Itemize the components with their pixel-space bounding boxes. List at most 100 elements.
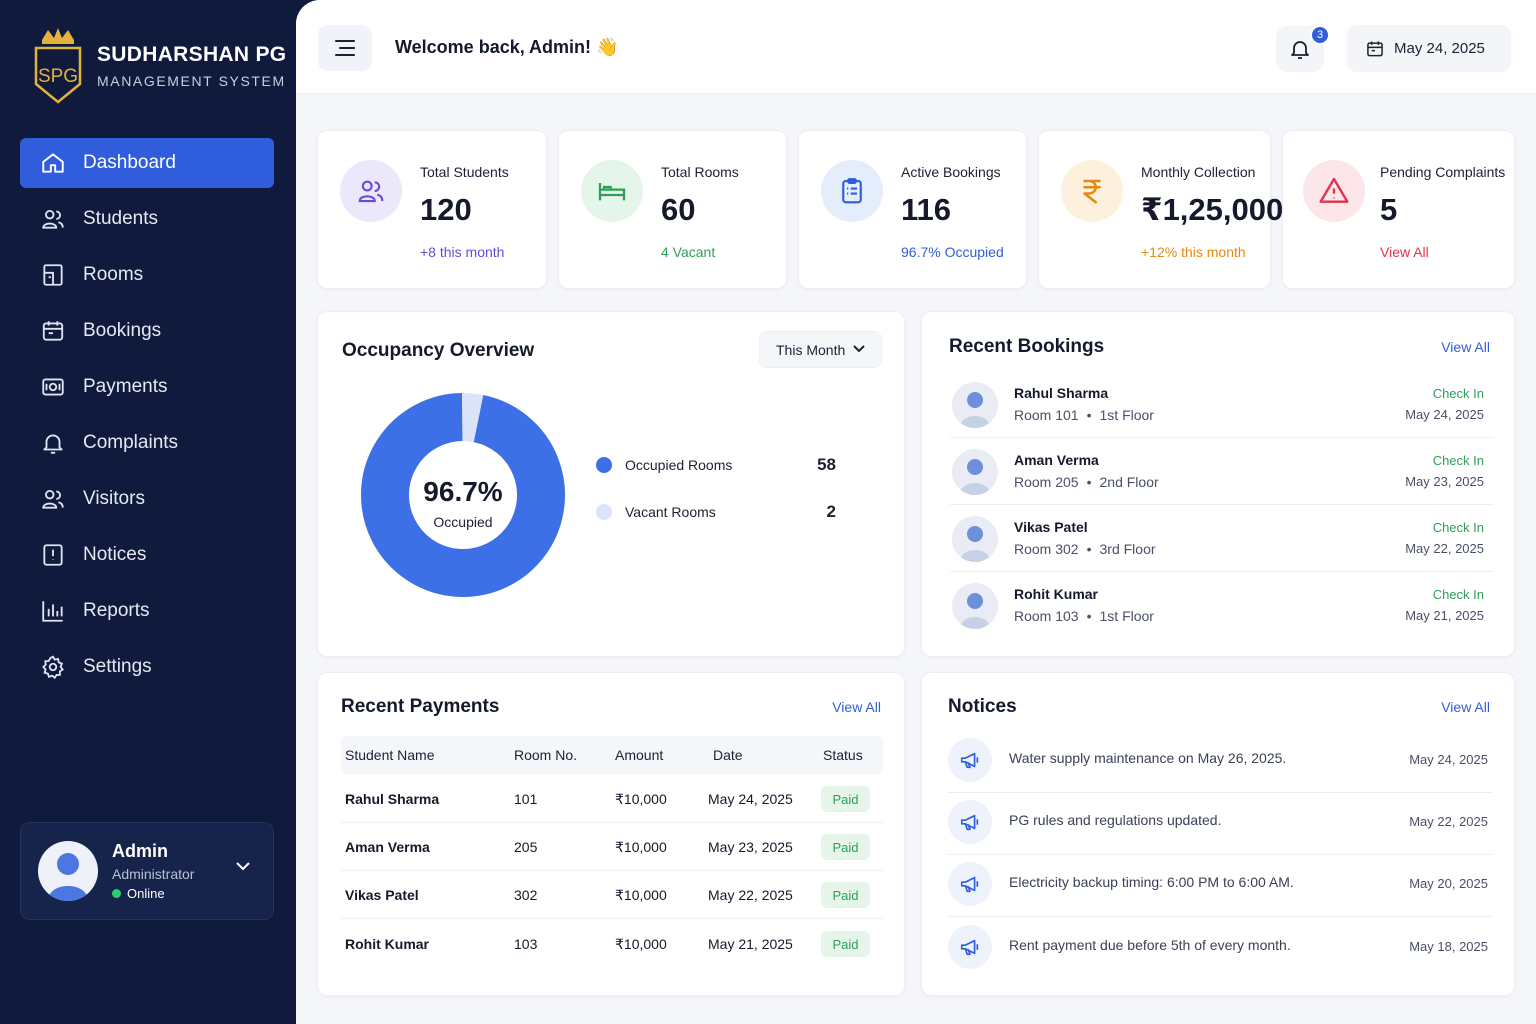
booking-floor: 3rd Floor [1099, 541, 1156, 557]
panel-title: Recent Bookings [949, 336, 1105, 357]
notice-text: Water supply maintenance on May 26, 2025… [1009, 750, 1287, 766]
table-row[interactable]: Rahul Sharma 101 ₹10,000 May 24, 2025 Pa… [341, 775, 883, 823]
table-row[interactable]: Vikas Patel 302 ₹10,000 May 22, 2025 Pai… [341, 871, 883, 919]
payment-amount: ₹10,000 [615, 839, 667, 855]
payment-student-name: Rohit Kumar [345, 936, 429, 952]
notifications-button[interactable]: 3 [1276, 25, 1330, 72]
stat-card-active-bookings[interactable]: Active Bookings 116 96.7% Occupied [798, 130, 1027, 289]
user-name: Admin [112, 841, 168, 861]
avatar [952, 449, 998, 495]
chevron-down-icon[interactable] [235, 861, 251, 871]
period-select[interactable]: This Month [759, 331, 882, 368]
payment-student-name: Aman Verma [345, 839, 430, 855]
sidebar-item-visitors[interactable]: Visitors [20, 474, 274, 524]
panel-title: Recent Payments [341, 696, 500, 717]
stat-icon-badge [821, 160, 883, 222]
notice-row[interactable]: Water supply maintenance on May 26, 2025… [948, 731, 1492, 793]
payment-student-name: Vikas Patel [345, 887, 419, 903]
stat-card-pending-complaints[interactable]: Pending Complaints 5 View All [1282, 130, 1515, 289]
menu-button[interactable] [318, 25, 372, 71]
notice-date: May 18, 2025 [1409, 939, 1488, 954]
status-badge: Paid [821, 882, 870, 908]
table-row[interactable]: Aman Verma 205 ₹10,000 May 23, 2025 Paid [341, 823, 883, 871]
column-header: Date [713, 747, 743, 763]
payment-date: May 24, 2025 [708, 791, 793, 807]
booking-row[interactable]: Rahul Sharma Room 101 • 1st Floor Check In… [950, 374, 1494, 438]
warning-icon [1319, 177, 1349, 203]
notice-row[interactable]: Rent payment due before 5th of every mon… [948, 918, 1492, 980]
sidebar-item-reports[interactable]: Reports [20, 586, 274, 636]
sidebar-item-label: Dashboard [83, 152, 176, 173]
sidebar-item-complaints[interactable]: Complaints [20, 418, 274, 468]
notice-date: May 20, 2025 [1409, 876, 1488, 891]
sidebar-item-label: Complaints [83, 432, 179, 453]
sidebar-item-label: Bookings [83, 320, 162, 341]
stat-subtext: 96.7% Occupied [901, 244, 1004, 260]
stat-value: ₹1,25,000 [1141, 192, 1284, 227]
booking-room-info: Room 205 • 2nd Floor [1014, 474, 1159, 490]
sidebar-item-label: Students [83, 208, 158, 229]
notice-row[interactable]: PG rules and regulations updated. May 22… [948, 793, 1492, 855]
stat-card-total-rooms[interactable]: Total Rooms 60 4 Vacant [558, 130, 787, 289]
stat-icon-badge [581, 160, 643, 222]
notice-date: May 24, 2025 [1409, 752, 1488, 767]
sidebar-item-rooms[interactable]: Rooms [20, 250, 274, 300]
stat-label: Total Rooms [661, 164, 739, 180]
date-picker-button[interactable]: May 24, 2025 [1347, 25, 1511, 72]
booking-date: May 22, 2025 [1405, 541, 1484, 556]
donut-slice-occupied-rooms [361, 393, 565, 597]
notice-text: Electricity backup timing: 6:00 PM to 6:… [1009, 874, 1294, 890]
booking-date: May 24, 2025 [1405, 407, 1484, 422]
brand-subtitle: MANAGEMENT SYSTEM [97, 73, 286, 89]
stat-card-monthly-collection[interactable]: Monthly Collection ₹1,25,000 +12% this m… [1038, 130, 1283, 289]
table-row[interactable]: Rohit Kumar 103 ₹10,000 May 21, 2025 Pai… [341, 920, 883, 968]
payment-amount: ₹10,000 [615, 791, 667, 807]
legend-label: Vacant Rooms [625, 504, 716, 520]
chevron-down-icon [853, 345, 865, 353]
user-card[interactable]: Admin Administrator Online [20, 822, 274, 920]
donut-center-label: Occupied [433, 514, 492, 530]
booking-row[interactable]: Vikas Patel Room 302 • 3rd Floor Check In … [950, 508, 1494, 572]
legend-occupied: Occupied Rooms 58 [596, 453, 836, 477]
stat-label: Total Students [420, 164, 509, 180]
view-all-complaints-link[interactable]: View All [1380, 244, 1429, 260]
booking-row[interactable]: Rohit Kumar Room 103 • 1st Floor Check In … [950, 575, 1494, 639]
sidebar-item-settings[interactable]: Settings [20, 642, 274, 692]
occupancy-overview-panel: Occupancy Overview This Month 96.7% Occu… [317, 311, 905, 657]
table-header: Student Name Room No. Amount Date Status [341, 736, 883, 774]
brand: SPG SUDHARSHAN PG MANAGEMENT SYSTEM [32, 26, 286, 106]
panel-title: Notices [948, 696, 1017, 717]
sidebar-item-notices[interactable]: Notices [20, 530, 274, 580]
sidebar-item-dashboard[interactable]: Dashboard [20, 138, 274, 188]
view-all-notices-link[interactable]: View All [1441, 699, 1490, 715]
view-all-payments-link[interactable]: View All [832, 699, 881, 715]
main-content: Welcome back, Admin! 👋 3 May 24, 2025 To… [296, 0, 1536, 1024]
megaphone-icon [948, 925, 992, 969]
booking-status: Check In [1432, 453, 1484, 468]
status-badge: Paid [821, 931, 870, 957]
booking-room: Room 101 [1014, 407, 1079, 423]
booking-row[interactable]: Aman Verma Room 205 • 2nd Floor Check In M… [950, 441, 1494, 505]
view-all-bookings-link[interactable]: View All [1441, 339, 1490, 355]
payment-icon [42, 378, 64, 396]
booking-student-name: Vikas Patel [1014, 519, 1088, 535]
sidebar-item-label: Payments [83, 376, 168, 397]
booking-date: May 21, 2025 [1405, 608, 1484, 623]
column-header: Student Name [345, 747, 435, 763]
sidebar-item-bookings[interactable]: Bookings [20, 306, 274, 356]
bed-icon [598, 183, 626, 201]
stat-value: 120 [420, 192, 472, 227]
legend-vacant: Vacant Rooms 2 [596, 500, 836, 524]
sidebar-item-label: Visitors [83, 488, 145, 509]
complaint-icon [43, 434, 63, 454]
home-icon [42, 153, 64, 173]
booking-room-info: Room 101 • 1st Floor [1014, 407, 1154, 423]
sidebar-item-label: Reports [83, 600, 150, 621]
stat-card-total-students[interactable]: Total Students 120 +8 this month [317, 130, 547, 289]
notice-row[interactable]: Electricity backup timing: 6:00 PM to 6:… [948, 855, 1492, 917]
sidebar-item-students[interactable]: Students [20, 194, 274, 244]
rupee-icon [1083, 179, 1101, 204]
calendar-icon [42, 321, 64, 341]
sidebar-item-payments[interactable]: Payments [20, 362, 274, 412]
notification-count-badge: 3 [1310, 25, 1330, 45]
